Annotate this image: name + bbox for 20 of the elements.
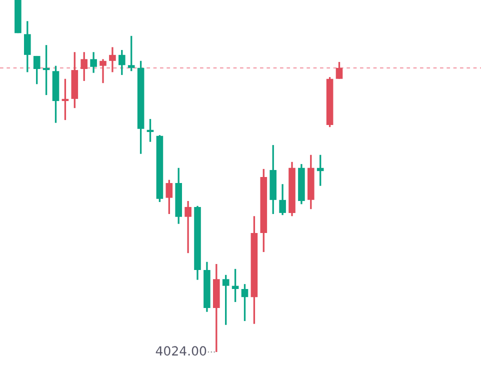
candlestick	[80, 51, 88, 82]
candlestick	[166, 179, 173, 215]
candlestick	[118, 49, 126, 76]
annotation: 4024.00	[156, 346, 206, 356]
candlestick	[62, 78, 69, 121]
candlestick	[33, 55, 40, 85]
candlestick	[336, 61, 343, 80]
candlestick	[241, 283, 248, 322]
candlestick	[222, 274, 230, 326]
candlestick	[109, 46, 116, 73]
candlestick	[232, 268, 239, 303]
candlestick	[316, 154, 324, 187]
candlestick	[42, 44, 50, 96]
candlestick	[128, 35, 135, 72]
candlestick	[146, 118, 154, 143]
candlestick	[100, 58, 106, 84]
candlestick	[24, 20, 31, 73]
candlestick	[90, 51, 97, 74]
candlestick	[279, 183, 286, 216]
candlestick	[184, 200, 192, 254]
